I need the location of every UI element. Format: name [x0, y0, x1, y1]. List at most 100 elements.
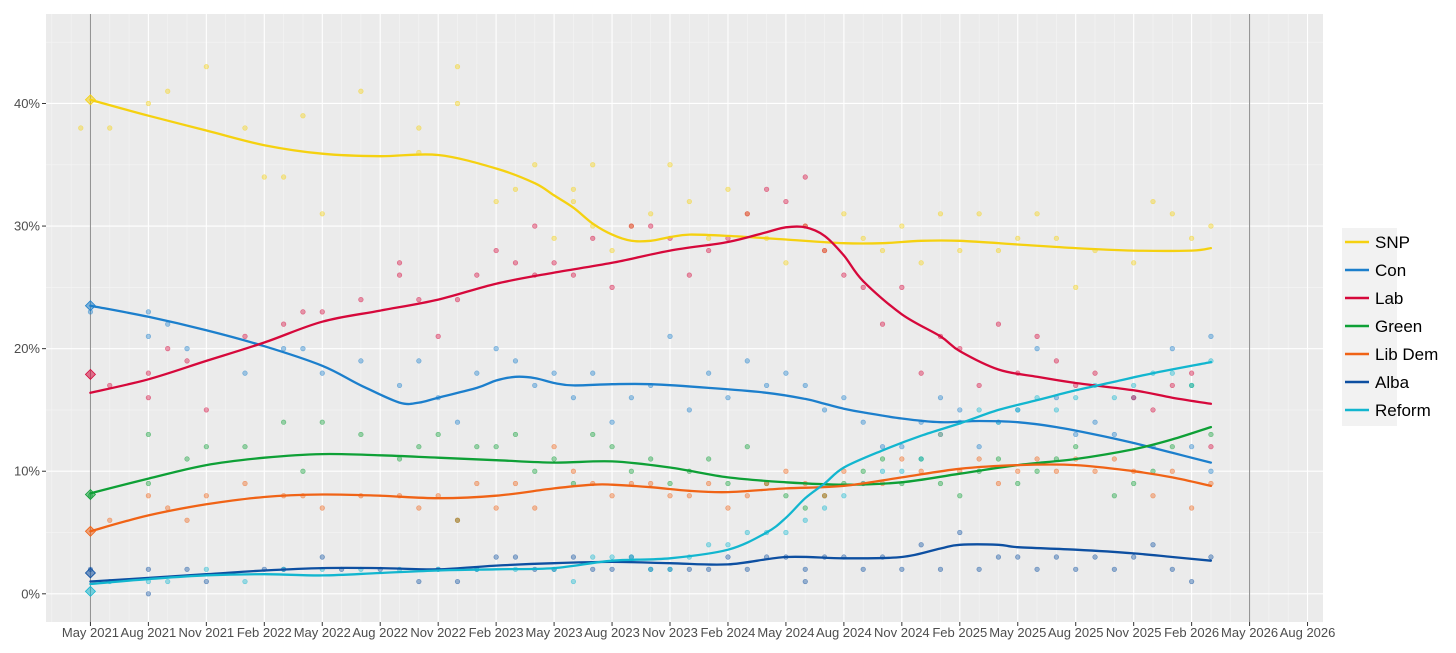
poll-point-alba — [1169, 566, 1175, 572]
poll-point-lib-dem — [1150, 493, 1156, 499]
poll-point-lib-dem — [1169, 468, 1175, 474]
election-result-marker-green — [84, 488, 96, 501]
poll-point-con — [1169, 346, 1175, 352]
poll-point-lib-dem — [319, 505, 325, 511]
poll-point-alba — [416, 578, 422, 585]
poll-point-snp — [918, 260, 924, 266]
poll-point-reform — [725, 542, 731, 548]
poll-point-green — [937, 480, 944, 487]
poll-point-lab — [1169, 382, 1175, 389]
poll-point-snp — [1073, 284, 1079, 290]
poll-point-alba — [1015, 554, 1021, 560]
poll-point-snp — [1034, 211, 1040, 217]
poll-point-con — [396, 382, 403, 389]
y-tick-label: 30% — [14, 219, 40, 234]
poll-point-green — [648, 456, 654, 462]
election-result-marker-lib-dem — [84, 525, 96, 537]
poll-point-alba — [203, 578, 209, 585]
poll-point-green — [474, 444, 480, 450]
poll-point-lab — [1150, 407, 1156, 413]
poll-point-reform — [841, 493, 847, 499]
poll-point-lib-dem — [551, 444, 557, 450]
x-tick-label: Nov 2025 — [1106, 625, 1162, 640]
y-tick-label: 0% — [21, 586, 40, 601]
poll-point-alba — [609, 566, 615, 572]
poll-point-con — [1189, 444, 1195, 450]
x-tick-label: Feb 2025 — [932, 625, 987, 640]
poll-point-green — [879, 456, 886, 462]
poll-point-reform — [1189, 382, 1195, 389]
poll-point-alba — [995, 554, 1002, 560]
poll-point-lab — [860, 284, 866, 290]
poll-point-alba — [493, 554, 499, 560]
election-result-marker-lab — [84, 368, 96, 380]
poll-point-reform — [242, 578, 248, 585]
poll-point-con — [899, 444, 905, 450]
poll-point-con — [706, 370, 712, 376]
poll-point-alba — [1092, 554, 1098, 560]
poll-point-con — [957, 407, 963, 413]
poll-point-alba — [454, 578, 461, 585]
poll-point-snp — [937, 211, 944, 217]
x-tick-label: Nov 2023 — [642, 625, 698, 640]
poll-point-snp — [957, 247, 963, 254]
poll-point-alba — [1053, 554, 1059, 560]
poll-point-con — [300, 346, 306, 352]
poll-point-alba — [1131, 554, 1137, 560]
poll-point-reform — [1015, 407, 1021, 413]
poll-point-lib-dem — [1092, 468, 1098, 474]
poll-point-lab — [841, 272, 847, 278]
poll-point-lab — [628, 223, 634, 229]
poll-point-snp — [1131, 260, 1137, 266]
poll-point-snp — [899, 223, 905, 229]
poll-point-alba — [1073, 566, 1079, 572]
poll-point-con — [821, 407, 828, 413]
poll-point-alba — [860, 566, 866, 572]
poll-point-lab — [976, 382, 982, 389]
x-tick-label: May 2026 — [1221, 625, 1278, 640]
poll-point-snp — [493, 198, 499, 205]
poll-point-con — [1073, 431, 1079, 438]
poll-point-lab — [396, 272, 403, 278]
poll-point-reform — [1131, 382, 1137, 389]
poll-point-con — [512, 358, 519, 364]
x-tick-label: Aug 2022 — [352, 625, 408, 640]
poll-point-snp — [78, 125, 84, 131]
poll-point-lab — [145, 370, 151, 376]
poll-point-lib-dem — [474, 480, 480, 487]
poll-point-lib-dem — [995, 480, 1002, 487]
poll-point-lab — [764, 186, 770, 192]
poll-point-lab — [145, 395, 151, 401]
poll-point-green — [783, 493, 789, 499]
poll-point-green — [493, 444, 499, 450]
poll-point-lib-dem — [821, 493, 828, 499]
trend-line-lib-dem — [89, 463, 1213, 533]
poll-point-con — [1034, 346, 1040, 352]
poll-point-con — [358, 358, 364, 364]
poll-point-alba — [570, 554, 577, 560]
election-reference-lines — [89, 14, 1251, 622]
poll-point-reform — [590, 554, 596, 560]
poll-point-lab — [706, 247, 712, 254]
poll-point-green — [860, 468, 866, 474]
poll-point-con — [1111, 431, 1117, 438]
poll-point-con — [764, 382, 770, 389]
poll-point-alba — [802, 578, 808, 585]
poll-point-lib-dem — [184, 517, 190, 523]
x-tick-label: Feb 2026 — [1164, 625, 1219, 640]
poll-point-green — [609, 444, 615, 450]
poll-point-snp — [841, 211, 847, 217]
poll-point-snp — [454, 100, 461, 107]
poll-point-lab — [435, 333, 441, 339]
poll-point-alba — [319, 554, 325, 560]
poll-point-alba — [706, 566, 712, 572]
poll-point-green — [1034, 468, 1040, 474]
poll-point-green — [416, 444, 422, 450]
poll-point-green — [396, 456, 403, 462]
poll-point-con — [551, 370, 557, 376]
poll-point-con — [145, 333, 151, 339]
x-tick-label: Feb 2024 — [700, 625, 755, 640]
poll-point-green — [628, 468, 634, 474]
poll-point-reform — [918, 456, 924, 462]
poll-point-lab — [358, 297, 364, 303]
